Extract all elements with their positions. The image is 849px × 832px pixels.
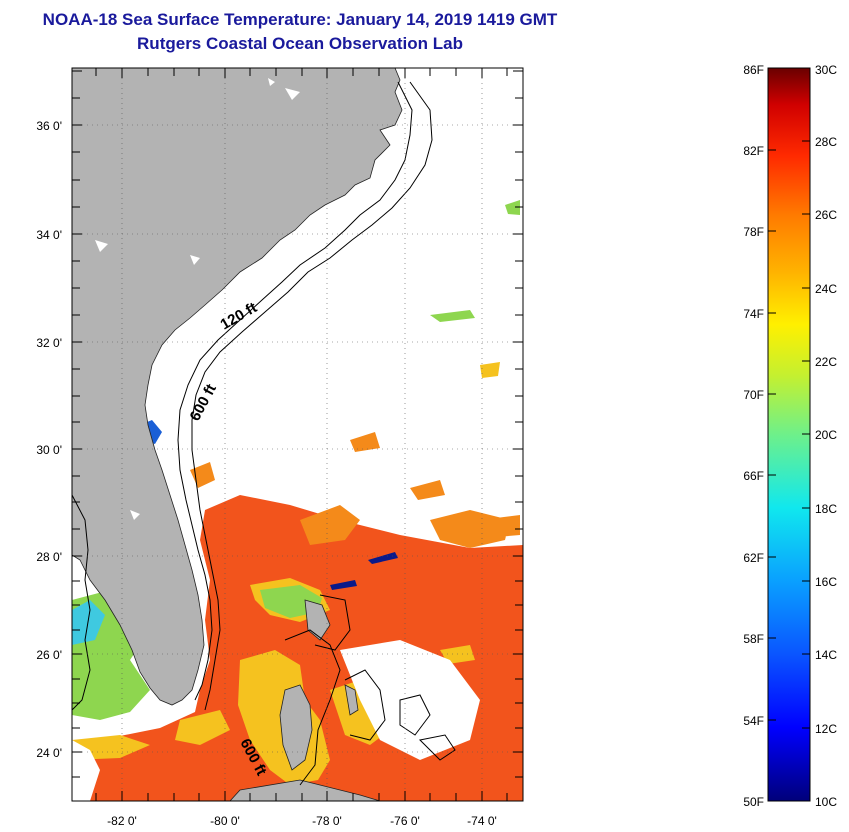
colorbar-c-labels: 30C 28C 26C 24C 22C 20C 18C 16C 14C 12C … [815,63,837,809]
cloud-mask [72,640,480,801]
bahamas-abaco [304,599,331,641]
lon-label: -80 0' [210,814,240,828]
f-label: 78F [743,225,764,239]
c-label: 12C [815,722,837,736]
f-label: 54F [743,714,764,728]
bahamas-andros [279,684,313,771]
sst-green-region [72,200,520,720]
map-subtitle: Rutgers Coastal Ocean Observation Lab [137,34,463,53]
lon-ticks [95,68,508,801]
colorbar: 86F 82F 78F 74F 70F 66F 62F 58F 54F 50F … [743,63,837,809]
contour-florida-west [72,494,91,711]
c-label: 22C [815,355,837,369]
c-label: 14C [815,648,837,662]
lon-label: -82 0' [107,814,137,828]
map-title: NOAA-18 Sea Surface Temperature: January… [42,10,558,29]
c-label: 10C [815,795,837,809]
lon-label: -76 0' [390,814,420,828]
c-label: 28C [815,135,837,149]
lat-label: 30 0' [36,443,62,457]
cuba-coast [229,779,381,801]
f-label: 70F [743,388,764,402]
f-label: 74F [743,307,764,321]
c-label: 18C [815,502,837,516]
contour-600ft [191,81,433,711]
bahamas-eleuthera [344,684,359,716]
contour-120ft [177,81,413,701]
f-label: 82F [743,144,764,158]
f-label: 58F [743,632,764,646]
f-label: 50F [743,795,764,809]
c-label: 16C [815,575,837,589]
colorbar-f-labels: 86F 82F 78F 74F 70F 66F 62F 58F 54F 50F [743,63,764,809]
lakes [95,78,300,520]
c-label: 24C [815,282,837,296]
f-label: 66F [743,469,764,483]
lat-label: 26 0' [36,648,62,662]
lat-ticks [72,70,523,778]
c-label: 30C [815,63,837,77]
lon-label: -78 0' [312,814,342,828]
f-label: 62F [743,551,764,565]
c-label: 20C [815,428,837,442]
lon-label: -74 0' [467,814,497,828]
graticule [72,68,523,801]
sst-navy-patches [330,552,398,590]
lat-label: 32 0' [36,336,62,350]
f-label: 86F [743,63,764,77]
lon-labels: -82 0' -80 0' -78 0' -76 0' -74 0' [107,814,497,828]
lat-label: 34 0' [36,228,62,242]
us-east-coast-land [72,68,403,706]
land [72,68,403,801]
c-label: 26C [815,208,837,222]
lat-label: 28 0' [36,550,62,564]
sst-orange-patches [190,432,520,548]
lat-label: 24 0' [36,746,62,760]
colorbar-ticks [768,140,810,729]
map-frame [71,67,524,802]
depth-contours [72,81,456,786]
lat-label: 36 0' [36,119,62,133]
lat-labels: 36 0' 34 0' 32 0' 30 0' 28 0' 26 0' 24 0… [36,119,62,760]
contour-bahamas [284,594,456,786]
